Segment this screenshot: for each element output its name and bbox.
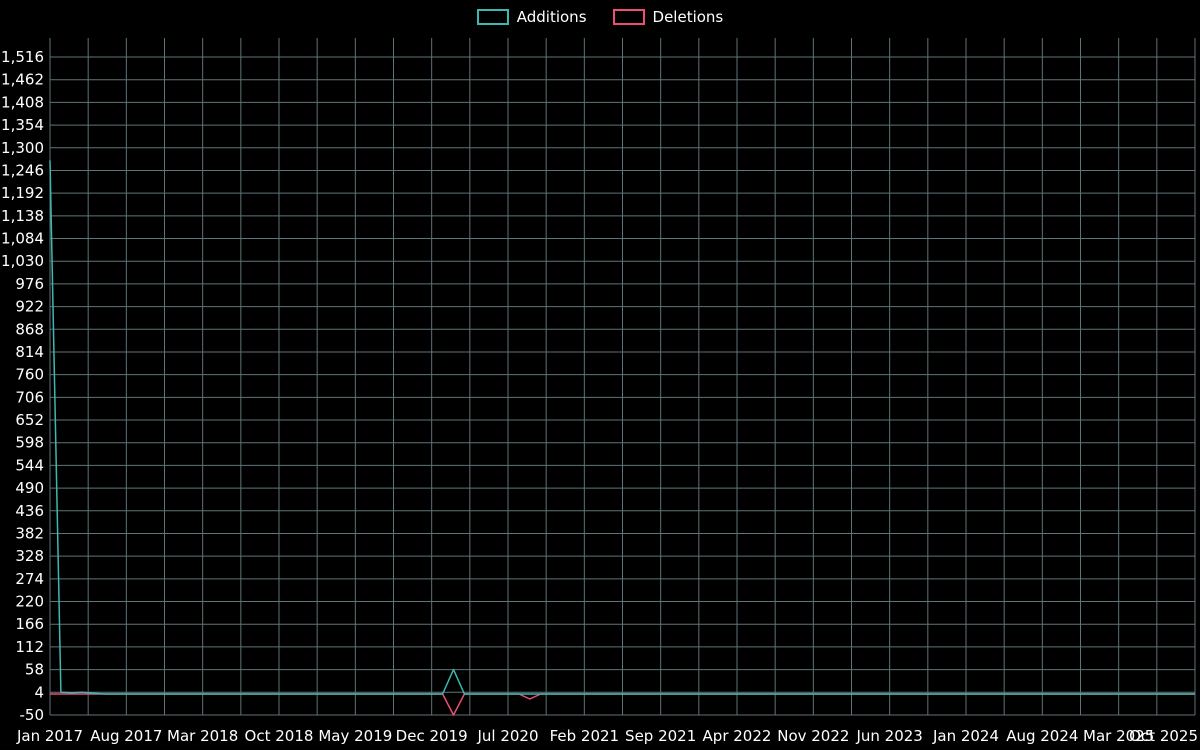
x-tick-label: Mar 2025 (1083, 727, 1154, 745)
legend-item-additions[interactable]: Additions (476, 8, 587, 26)
x-tick-label: Jul 2020 (476, 727, 538, 745)
x-tick-label: Jan 2017 (16, 727, 83, 745)
y-tick-label: -50 (20, 706, 45, 724)
y-tick-label: 112 (15, 638, 44, 656)
y-tick-label: 1,138 (1, 207, 44, 225)
legend-label-deletions: Deletions (652, 8, 724, 26)
y-tick-label: 1,516 (1, 48, 44, 66)
y-tick-label: 868 (15, 320, 44, 338)
x-tick-label: Dec 2019 (396, 727, 468, 745)
y-tick-label: 922 (15, 298, 44, 316)
x-tick-label: May 2019 (318, 727, 392, 745)
x-tick-label: Apr 2022 (703, 727, 772, 745)
x-tick-label: Aug 2017 (90, 727, 162, 745)
y-tick-label: 4 (34, 683, 44, 701)
legend-item-deletions[interactable]: Deletions (612, 8, 724, 26)
x-tick-label: Sep 2021 (625, 727, 696, 745)
y-tick-label: 598 (15, 434, 44, 452)
additions-line (49, 160, 1195, 695)
y-tick-label: 490 (15, 479, 44, 497)
x-tick-label: Oct 2025 (1129, 727, 1198, 745)
x-tick-label: Nov 2022 (777, 727, 849, 745)
y-tick-label: 382 (15, 524, 44, 542)
y-tick-label: 274 (15, 570, 44, 588)
chart-legend: Additions Deletions (0, 8, 1200, 26)
legend-label-additions: Additions (516, 8, 587, 26)
x-tick-label: Jan 2024 (932, 727, 999, 745)
x-tick-label: Mar 2018 (167, 727, 238, 745)
y-tick-label: 58 (25, 661, 44, 679)
x-tick-label: Oct 2018 (245, 727, 314, 745)
y-tick-label: 814 (15, 343, 44, 361)
y-tick-label: 166 (15, 615, 44, 633)
y-tick-label: 436 (15, 502, 44, 520)
y-tick-label: 1,246 (1, 161, 44, 179)
y-tick-label: 1,354 (1, 116, 44, 134)
y-tick-label: 220 (15, 593, 44, 611)
y-tick-label: 1,084 (1, 230, 44, 248)
x-tick-label: Feb 2021 (550, 727, 620, 745)
y-tick-label: 706 (15, 388, 44, 406)
y-tick-label: 1,192 (1, 184, 44, 202)
additions-swatch-icon (476, 9, 509, 25)
y-tick-label: 1,030 (1, 252, 44, 270)
x-tick-label: Aug 2024 (1006, 727, 1078, 745)
y-tick-label: 652 (15, 411, 44, 429)
y-tick-label: 1,300 (1, 139, 44, 157)
y-tick-label: 328 (15, 547, 44, 565)
y-tick-label: 544 (15, 456, 44, 474)
x-tick-label: Jun 2023 (855, 727, 922, 745)
y-tick-label: 976 (15, 275, 44, 293)
y-tick-label: 1,462 (1, 71, 44, 89)
y-tick-label: 1,408 (1, 93, 44, 111)
deletions-swatch-icon (612, 9, 645, 25)
y-tick-label: 760 (15, 366, 44, 384)
